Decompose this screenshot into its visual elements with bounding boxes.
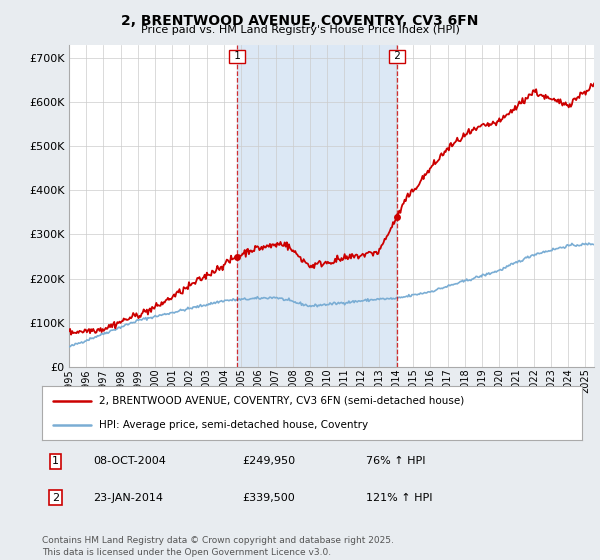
Text: Price paid vs. HM Land Registry's House Price Index (HPI): Price paid vs. HM Land Registry's House … bbox=[140, 25, 460, 35]
Text: HPI: Average price, semi-detached house, Coventry: HPI: Average price, semi-detached house,… bbox=[99, 420, 368, 430]
Text: 2: 2 bbox=[391, 52, 404, 61]
Text: 2: 2 bbox=[52, 493, 59, 503]
Text: £249,950: £249,950 bbox=[242, 456, 295, 466]
Text: 2, BRENTWOOD AVENUE, COVENTRY, CV3 6FN (semi-detached house): 2, BRENTWOOD AVENUE, COVENTRY, CV3 6FN (… bbox=[99, 396, 464, 406]
Text: 76% ↑ HPI: 76% ↑ HPI bbox=[366, 456, 425, 466]
Text: 1: 1 bbox=[52, 456, 59, 466]
Text: 23-JAN-2014: 23-JAN-2014 bbox=[94, 493, 163, 503]
Text: 1: 1 bbox=[230, 52, 244, 61]
Text: 08-OCT-2004: 08-OCT-2004 bbox=[94, 456, 166, 466]
Text: 121% ↑ HPI: 121% ↑ HPI bbox=[366, 493, 433, 503]
Text: Contains HM Land Registry data © Crown copyright and database right 2025.
This d: Contains HM Land Registry data © Crown c… bbox=[42, 536, 394, 557]
Text: 2, BRENTWOOD AVENUE, COVENTRY, CV3 6FN: 2, BRENTWOOD AVENUE, COVENTRY, CV3 6FN bbox=[121, 14, 479, 28]
Bar bbox=[237, 45, 397, 367]
Text: £339,500: £339,500 bbox=[242, 493, 295, 503]
